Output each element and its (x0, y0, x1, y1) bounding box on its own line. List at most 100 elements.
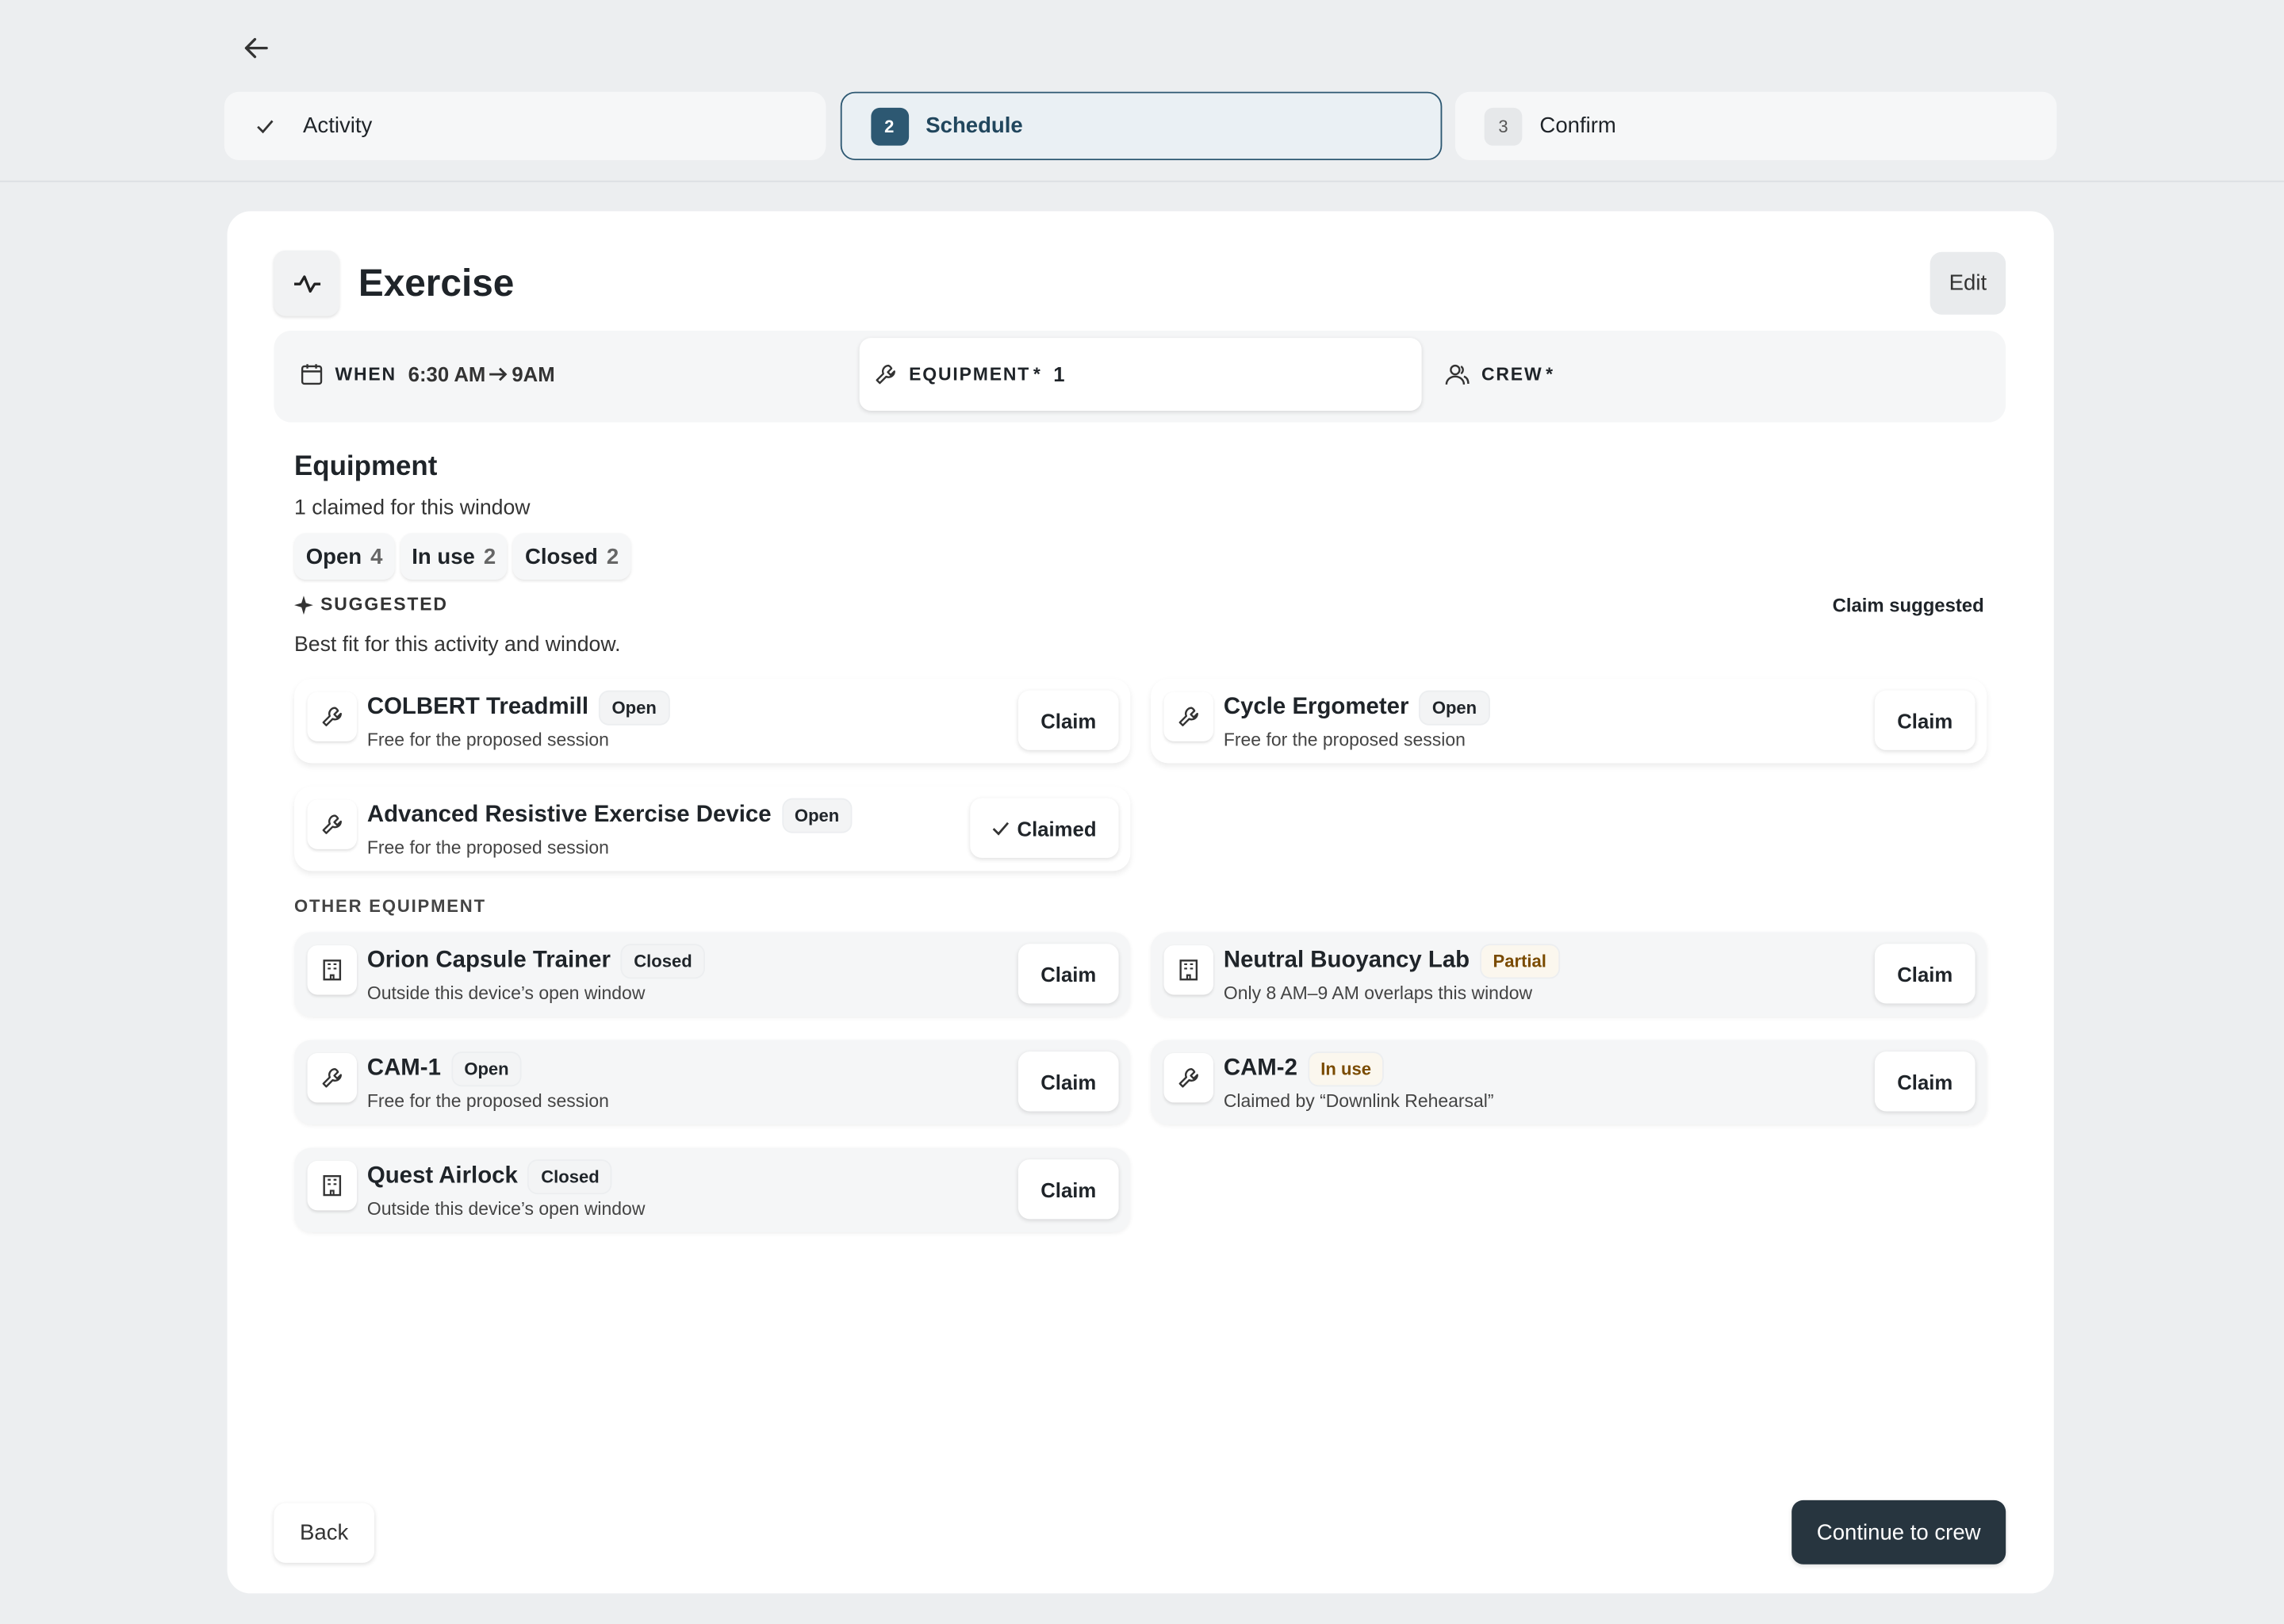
icon (323, 959, 342, 981)
filter-chip[interactable]: In use 2 (400, 533, 508, 580)
item-icon (1163, 945, 1213, 995)
filter-count: 4 (370, 544, 383, 569)
item-detail: Free for the proposed session (366, 837, 609, 858)
item-icon (307, 1160, 357, 1211)
item-title: COLBERT Treadmill (366, 695, 589, 720)
filter-label: In use (412, 544, 475, 569)
step-number: 3 (1484, 107, 1523, 145)
edit-button[interactable]: Edit (1930, 251, 2006, 315)
item-icon (1163, 1052, 1213, 1103)
equipment-item: CAM-2 In use Claimed by “Downlink Rehearsa… (1151, 1040, 1987, 1124)
filter-count: 2 (606, 544, 619, 569)
claim-label: Claim (1040, 1070, 1097, 1094)
summary-bar: WHEN 6:30 AM 9AM EQUIPMENT * 1 CREW * (274, 330, 2006, 423)
equipment-label: EQUIPMENT (909, 364, 1031, 385)
item-name: CAM-1 Open (367, 1052, 521, 1086)
item-detail: Free for the proposed session (366, 730, 609, 750)
claim-label: Claim (1040, 1178, 1097, 1201)
back-button[interactable]: Back (274, 1503, 375, 1563)
item-name: COLBERT Treadmill Open (366, 691, 669, 724)
icon (322, 1067, 342, 1088)
section-subtitle: 1 claimed for this window (294, 496, 531, 520)
equipment-item: Quest Airlock Closed Outside this device’s… (294, 1147, 1131, 1232)
equipment-tab[interactable]: EQUIPMENT * 1 (859, 338, 1422, 411)
item-title: Quest Airlock (366, 1163, 518, 1189)
item-detail: Only 8 AM–9 AM overlaps this window (1223, 982, 1533, 1004)
item-name: CAM-2 In use (1224, 1052, 1383, 1086)
item-title: Orion Capsule Trainer (366, 948, 611, 973)
filter-chip[interactable]: Closed 2 (513, 533, 630, 580)
status-badge: Open (783, 799, 851, 832)
claim-button[interactable]: Claim (1017, 1159, 1119, 1220)
step-label: Confirm (1539, 113, 1616, 139)
filter-label: Open (305, 544, 362, 569)
item-detail: Outside this device’s open window (366, 982, 646, 1004)
item-name: Cycle Ergometer Open (1223, 691, 1489, 724)
item-icon (1163, 691, 1213, 741)
item-detail: Outside this device’s open window (366, 1198, 646, 1220)
equipment-item: COLBERT Treadmill Open Free for the propos… (294, 678, 1131, 764)
status-badge: Open (600, 691, 669, 724)
icon (1178, 707, 1198, 726)
when: WHEN 6:30 AM 9AM (300, 362, 555, 386)
step[interactable]: 3 Confirm (1454, 91, 2057, 161)
claim-button[interactable]: Claim (1874, 690, 1976, 750)
claim-button[interactable]: Claim (1017, 944, 1119, 1004)
card: Exercise Edit WHEN 6:30 AM 9AM EQUIPMENT… (227, 211, 2054, 1594)
title: Exercise (358, 260, 515, 304)
required-mark: * (1546, 364, 1554, 385)
suggested-note: Best fit for this activity and window. (294, 633, 621, 657)
item-title: Cycle Ergometer (1223, 695, 1409, 720)
activity-icon (274, 250, 339, 316)
suggested-label: SUGGESTED (320, 594, 448, 615)
claim-button[interactable]: Claim (1874, 1051, 1976, 1112)
filter-count: 2 (483, 544, 496, 569)
item-detail: Claimed by “Downlink Rehearsal” (1223, 1090, 1494, 1112)
claim-button[interactable]: Claim (1874, 944, 1976, 1004)
status-badge: Closed (622, 945, 704, 978)
item-name: Orion Capsule Trainer Closed (366, 945, 704, 978)
item-name: Advanced Resistive Exercise Device Open (367, 799, 851, 832)
item-icon (307, 945, 357, 995)
claim-button[interactable]: Claim (1017, 690, 1119, 750)
back-arrow[interactable] (240, 32, 272, 63)
claim-label: Claim (1040, 962, 1097, 986)
icon (322, 707, 342, 726)
status-badge: Closed (529, 1160, 611, 1193)
equipment-item: Advanced Resistive Exercise Device Open Fr… (294, 786, 1131, 871)
equipment-item: Cycle Ergometer Open Free for the proposed… (1151, 678, 1987, 764)
suggested-header: SUGGESTED (294, 594, 448, 615)
equipment-item: Orion Capsule Trainer Closed Outside this … (294, 932, 1131, 1017)
item-title: Neutral Buoyancy Lab (1223, 948, 1470, 973)
step[interactable]: Activity (224, 91, 826, 161)
filter-label: Closed (524, 544, 598, 569)
icon (1179, 959, 1198, 981)
filters: Open 4 In use 2 Closed 2 (294, 533, 636, 580)
step-label: Activity (303, 113, 373, 139)
equipment-count: 1 (1053, 362, 1065, 386)
icon (1178, 1067, 1198, 1088)
claim-label: Claim (1897, 1070, 1953, 1094)
section-title: Equipment (294, 451, 438, 482)
continue-button[interactable]: Continue to crew (1792, 1500, 2006, 1565)
equipment-item: Neutral Buoyancy Lab Partial Only 8 AM–9 A… (1151, 932, 1987, 1017)
claim-button[interactable]: Claim (1017, 1051, 1119, 1112)
when-end: 9AM (512, 362, 555, 386)
when-start: 6:30 AM (408, 362, 486, 386)
icon (257, 119, 274, 133)
icon (322, 814, 342, 834)
icon (323, 1174, 342, 1197)
step[interactable]: 2 Schedule (839, 91, 1442, 161)
item-name: Neutral Buoyancy Lab Partial (1223, 945, 1558, 978)
when-label: WHEN (335, 364, 397, 385)
claim-suggested[interactable]: Claim suggested (1832, 594, 1984, 616)
item-detail: Free for the proposed session (1223, 730, 1466, 750)
item-name: Quest Airlock Closed (366, 1160, 611, 1193)
claim-button[interactable]: Claimed (970, 798, 1119, 858)
crew: CREW * (1445, 362, 1554, 385)
filter-chip[interactable]: Open 4 (294, 533, 395, 580)
equipment-item: CAM-1 Open Free for the proposed session Cl… (294, 1040, 1131, 1124)
divider (0, 180, 2284, 182)
